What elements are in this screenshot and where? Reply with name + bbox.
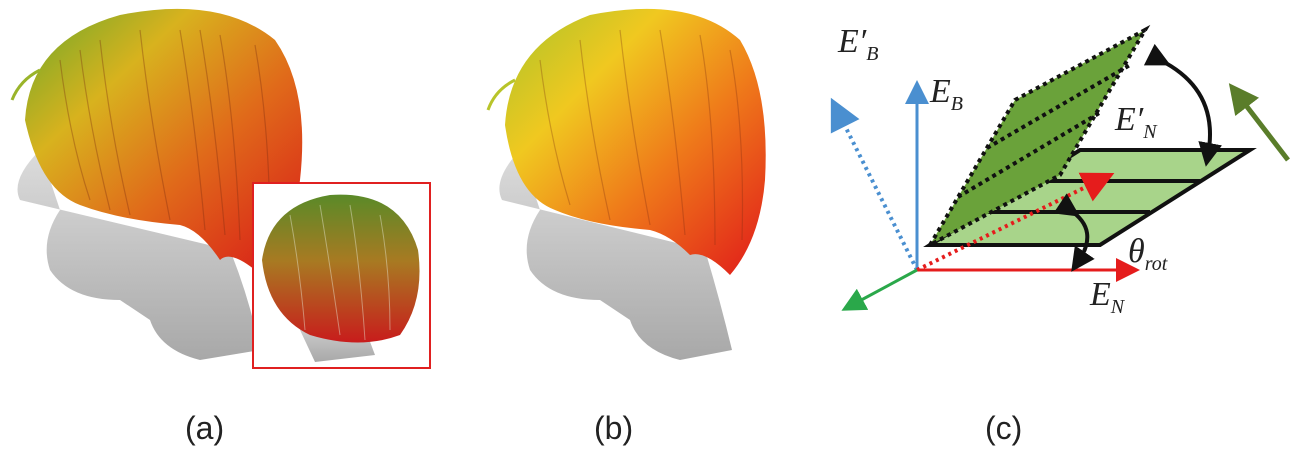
label-e-n: EN [1089,276,1126,318]
label-e-prime-n: E′N [1114,101,1158,143]
panel-c: E′B EB E′N θrot EN [810,0,1300,400]
panel-a [0,0,440,400]
hair-shape [25,8,303,270]
caption-b: (b) [594,410,634,446]
label-e-prime-b: E′B [837,23,878,65]
axis-et [841,268,918,311]
label-theta-rot: θrot [1128,233,1168,275]
plane-rotated [924,24,1151,251]
panel-b [470,0,810,400]
hair-shape [505,8,766,275]
caption-c: (c) [985,410,1023,446]
direction-arrow [1228,83,1290,162]
label-e-b: EB [929,73,963,115]
axis-eb-prime [830,97,919,271]
hair-render-a [10,8,431,369]
rotation-arc-small [1053,193,1095,272]
inset-hair [262,194,420,343]
head-shape [499,150,732,360]
head-shape [17,150,260,360]
caption-a: (a) [185,410,225,446]
hair-render-b [486,8,766,360]
frame-diagram: E′B EB E′N θrot EN [830,23,1290,318]
rotation-arc-large [1143,43,1222,167]
